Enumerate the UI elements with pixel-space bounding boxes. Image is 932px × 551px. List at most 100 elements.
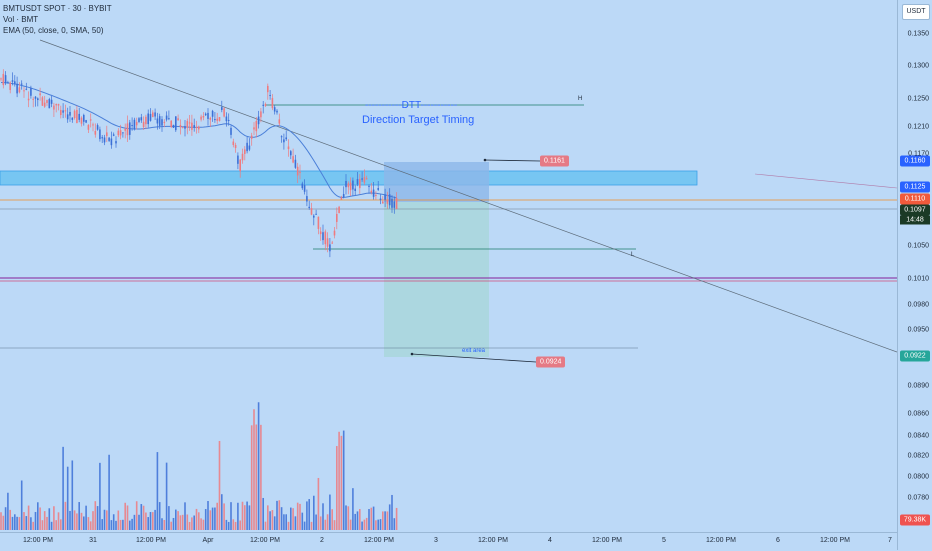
volume-bar[interactable]: [269, 511, 271, 530]
volume-bar[interactable]: [379, 519, 382, 530]
volume-bar[interactable]: [34, 511, 37, 530]
candle[interactable]: [80, 117, 83, 124]
candle[interactable]: [106, 132, 108, 137]
candle[interactable]: [319, 231, 322, 235]
candle[interactable]: [352, 180, 354, 190]
candle[interactable]: [23, 90, 25, 92]
volume-bar[interactable]: [239, 520, 241, 530]
candle[interactable]: [349, 182, 352, 191]
volume-bar[interactable]: [115, 520, 117, 530]
volume-bar[interactable]: [395, 507, 398, 530]
volume-bar[interactable]: [27, 505, 30, 530]
volume-bar[interactable]: [386, 511, 389, 530]
candle[interactable]: [204, 113, 207, 116]
candle[interactable]: [227, 119, 230, 121]
candle[interactable]: [317, 216, 320, 229]
volume-bar[interactable]: [179, 515, 182, 530]
candle[interactable]: [145, 116, 147, 125]
volume-bar[interactable]: [110, 520, 113, 530]
volume-bar[interactable]: [227, 521, 230, 530]
volume-bar[interactable]: [181, 514, 184, 530]
candle[interactable]: [177, 118, 179, 121]
volume-bar[interactable]: [96, 506, 99, 530]
candle[interactable]: [126, 123, 129, 136]
volume-bar[interactable]: [255, 424, 258, 530]
candle[interactable]: [306, 196, 308, 202]
volume-bar[interactable]: [62, 446, 64, 530]
volume-bar[interactable]: [352, 488, 354, 530]
candle[interactable]: [221, 107, 223, 110]
candle[interactable]: [92, 124, 94, 126]
volume-bar[interactable]: [336, 446, 338, 530]
volume-bar[interactable]: [46, 516, 48, 530]
volume-bar[interactable]: [368, 509, 370, 530]
volume-bar[interactable]: [216, 502, 218, 530]
candle[interactable]: [359, 178, 361, 189]
candle[interactable]: [124, 128, 126, 131]
candle[interactable]: [296, 166, 299, 176]
time-axis[interactable]: 12:00 PM 31 12:00 PM Apr 12:00 PM 2 12:0…: [0, 532, 897, 551]
volume-bar[interactable]: [89, 521, 92, 530]
candle[interactable]: [347, 183, 350, 188]
volume-bar[interactable]: [163, 519, 166, 530]
candle[interactable]: [260, 111, 262, 118]
volume-bar[interactable]: [292, 508, 294, 530]
volume-bar[interactable]: [280, 507, 283, 530]
candle[interactable]: [163, 121, 166, 123]
candle[interactable]: [53, 105, 55, 110]
candle[interactable]: [232, 141, 235, 146]
volume-bar[interactable]: [94, 501, 97, 530]
volume-bar[interactable]: [248, 505, 251, 530]
candle[interactable]: [142, 121, 145, 127]
volume-bar[interactable]: [184, 502, 186, 530]
dtt-subtitle[interactable]: Direction Target Timing: [362, 114, 475, 126]
candle[interactable]: [48, 99, 51, 109]
volume-bar[interactable]: [92, 511, 94, 530]
candle[interactable]: [2, 73, 5, 86]
candle[interactable]: [110, 138, 113, 146]
volume-bar[interactable]: [244, 505, 246, 530]
faint-trend-line[interactable]: [754, 173, 897, 189]
volume-bar[interactable]: [119, 519, 122, 530]
volume-bar[interactable]: [388, 504, 391, 530]
volume-bar[interactable]: [202, 519, 205, 530]
candle[interactable]: [301, 183, 304, 189]
candle[interactable]: [375, 194, 377, 196]
volume-bar[interactable]: [4, 507, 7, 530]
volume-bar[interactable]: [246, 501, 248, 530]
volume-bar[interactable]: [112, 514, 115, 530]
candle[interactable]: [287, 146, 290, 150]
candle[interactable]: [324, 231, 327, 245]
volume-bar[interactable]: [53, 506, 55, 530]
candle[interactable]: [87, 124, 90, 130]
volume-bar[interactable]: [66, 466, 69, 530]
volume-bar[interactable]: [342, 430, 345, 530]
candle[interactable]: [85, 120, 87, 123]
candle[interactable]: [267, 85, 269, 93]
volume-bar[interactable]: [25, 516, 28, 530]
volume-bar[interactable]: [340, 435, 343, 530]
candle[interactable]: [354, 188, 356, 192]
candle[interactable]: [214, 119, 216, 121]
candle[interactable]: [99, 129, 101, 140]
volume-bar[interactable]: [271, 510, 274, 530]
candle[interactable]: [211, 110, 214, 117]
volume-bar[interactable]: [377, 519, 379, 530]
candle[interactable]: [73, 110, 76, 119]
candle[interactable]: [234, 144, 237, 149]
candle[interactable]: [188, 122, 191, 124]
volume-bar[interactable]: [237, 502, 239, 530]
volume-bar[interactable]: [267, 505, 269, 530]
volume-bar[interactable]: [191, 517, 193, 530]
volume-bar[interactable]: [133, 514, 136, 530]
volume-bar[interactable]: [198, 512, 200, 530]
volume-bar[interactable]: [301, 512, 304, 530]
chart-canvas[interactable]: [0, 0, 897, 532]
volume-bar[interactable]: [338, 431, 340, 530]
candle[interactable]: [64, 110, 67, 112]
volume-bar[interactable]: [393, 518, 396, 530]
volume-bar[interactable]: [23, 512, 25, 530]
candle[interactable]: [345, 180, 347, 188]
volume-bar[interactable]: [370, 507, 373, 530]
currency-button[interactable]: USDT: [902, 4, 930, 20]
